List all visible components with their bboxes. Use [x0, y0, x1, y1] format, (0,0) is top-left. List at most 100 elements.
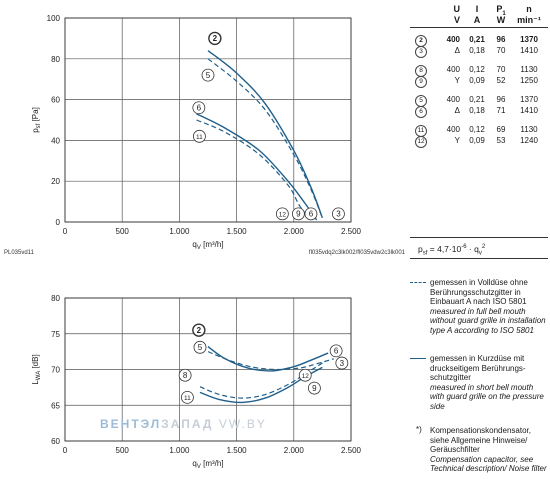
curve-marker-circle — [304, 207, 318, 221]
header-i: I — [475, 4, 479, 14]
formula-exp: -6 — [461, 244, 467, 251]
marker-cell: 12 — [410, 135, 432, 148]
x-tick-label: 2.500 — [341, 446, 362, 455]
curve-marker-label: 6 — [197, 104, 202, 113]
connection-symbol: Δ — [454, 106, 460, 115]
current-cell: 0,12 — [469, 125, 485, 134]
speed-cell: 1370 — [520, 35, 538, 44]
y-tick-label: 40 — [51, 136, 60, 145]
table-header-divider — [410, 27, 548, 28]
table-group: 8 400 0,12 70 1130 9 Y 0,09 52 1250 — [410, 64, 548, 88]
series-line-5 — [207, 351, 335, 371]
curve-marker-circle — [332, 207, 345, 221]
current-cell: 0,18 — [469, 46, 485, 55]
legend-solid-de: gemessen in Kurzdüse mit druckseitigem B… — [430, 354, 526, 383]
legend-note-en: Compensation capacitor, see Technical de… — [430, 454, 547, 474]
y-tick-label: 75 — [51, 330, 60, 339]
power-cell: 70 — [496, 65, 506, 74]
marker-cell: 9 — [410, 75, 432, 88]
formula-bottom-rule — [410, 258, 548, 259]
watermark-part3: VW.BY — [213, 417, 266, 431]
unit-v: V — [453, 15, 460, 25]
x-tick-label: 1.500 — [227, 446, 248, 455]
curve-marker-circle — [201, 68, 215, 82]
speed-cell: 1130 — [520, 65, 538, 74]
x-tick-label: 500 — [116, 227, 130, 236]
curve-marker-label: 11 — [184, 395, 191, 402]
table-group: 11 400 0,12 69 1130 12 Y 0,09 53 1240 — [410, 124, 548, 148]
curve-marker-circle — [329, 344, 343, 358]
series-line-11 — [196, 119, 312, 221]
power-cell: 52 — [496, 76, 506, 85]
x-tick-label: 2.000 — [284, 446, 305, 455]
current-cell: 0,09 — [469, 136, 485, 145]
voltage-cell: Y — [432, 75, 464, 86]
curve-marker-circle: 9 — [415, 76, 427, 88]
connection-symbol: Y — [454, 136, 460, 145]
header-n: n — [526, 4, 532, 14]
formula-top-rule — [410, 237, 548, 238]
table-row: 5 400 0,21 96 1370 — [410, 94, 548, 107]
x-tick-label: 1.000 — [169, 446, 190, 455]
voltage-cell: 400 — [446, 65, 460, 74]
curve-marker-label: 6 — [334, 347, 339, 356]
speed-cell: 1250 — [520, 76, 538, 85]
power-cell: 70 — [496, 46, 506, 55]
current-cell: 0,18 — [469, 106, 485, 115]
table-header-row: U I P1 n — [410, 4, 548, 17]
y-tick-label: 100 — [47, 14, 61, 23]
y-axis-label-sub: sf — [36, 123, 42, 128]
table-group: 2 400 0,21 96 1370 3 Δ 0,18 70 1410 — [410, 34, 548, 58]
y-axis-label-sub: WA — [36, 371, 42, 380]
y-axis-label: psf [Pa] — [31, 107, 42, 133]
voltage-cell: Δ — [432, 45, 464, 56]
voltage-cell: 400 — [446, 95, 460, 104]
speed-cell: 1130 — [520, 125, 538, 134]
legend-solid-en: measured in short bell mouth with guard … — [430, 382, 544, 411]
header-p-sub: 1 — [502, 10, 506, 17]
current-cell: 0,21 — [469, 35, 485, 44]
power-cell: 53 — [496, 136, 506, 145]
curve-marker-circle — [193, 129, 206, 143]
table-body: 2 400 0,21 96 1370 3 Δ 0,18 70 1410 8 400 0,12 70 1130… — [410, 34, 548, 148]
pressure-formula: psf = 4,7·10-6 · qv2 — [418, 244, 485, 257]
connection-symbol: Δ — [454, 46, 460, 55]
curve-marker-circle — [208, 31, 222, 46]
formula-coef: = 4,7·10 — [427, 244, 462, 254]
table-units-row: V A W min⁻¹ — [410, 15, 548, 26]
y-tick-label: 20 — [51, 177, 60, 186]
voltage-cell: 400 — [446, 125, 460, 134]
curve-marker-circle — [307, 381, 321, 395]
y-tick-label: 80 — [51, 55, 60, 64]
x-axis-label-unit: [m³/h] — [201, 459, 224, 468]
voltage-cell: Y — [432, 135, 464, 146]
header-p-main: P — [496, 4, 503, 14]
formula-q-sup: 2 — [481, 244, 486, 251]
curve-marker-circle — [335, 356, 349, 370]
curve-marker-circle: 3 — [415, 46, 427, 58]
power-cell: 96 — [496, 35, 506, 44]
curve-marker-label: 3 — [340, 359, 345, 368]
series-line-6 — [196, 113, 318, 221]
x-tick-label: 0 — [63, 446, 68, 455]
x-tick-label: 1.000 — [169, 227, 190, 236]
plot-frame — [64, 17, 352, 223]
x-tick-label: 0 — [63, 227, 68, 236]
unit-blank — [410, 15, 432, 26]
x-tick-label: 2.500 — [341, 227, 362, 236]
curve-marker-label: 2 — [197, 326, 202, 335]
speed-cell: 1240 — [520, 136, 538, 145]
curve-marker-label: 5 — [206, 71, 211, 80]
legend-dashed-en: measured in full bell mouth without guar… — [430, 306, 546, 335]
y-tick-label: 70 — [51, 366, 60, 375]
marker-cell: 6 — [410, 105, 432, 118]
curve-marker-circle — [192, 323, 206, 337]
curve-marker-label: 2 — [213, 34, 218, 43]
chart-footer-left: PL035vd11 — [4, 250, 35, 256]
curve-marker-circle — [181, 390, 194, 404]
formula-p-sub: sf — [422, 250, 428, 257]
unit-rpm: min⁻¹ — [517, 15, 541, 25]
table-row: 2 400 0,21 96 1370 — [410, 34, 548, 47]
curve-marker-label: 3 — [336, 210, 341, 219]
